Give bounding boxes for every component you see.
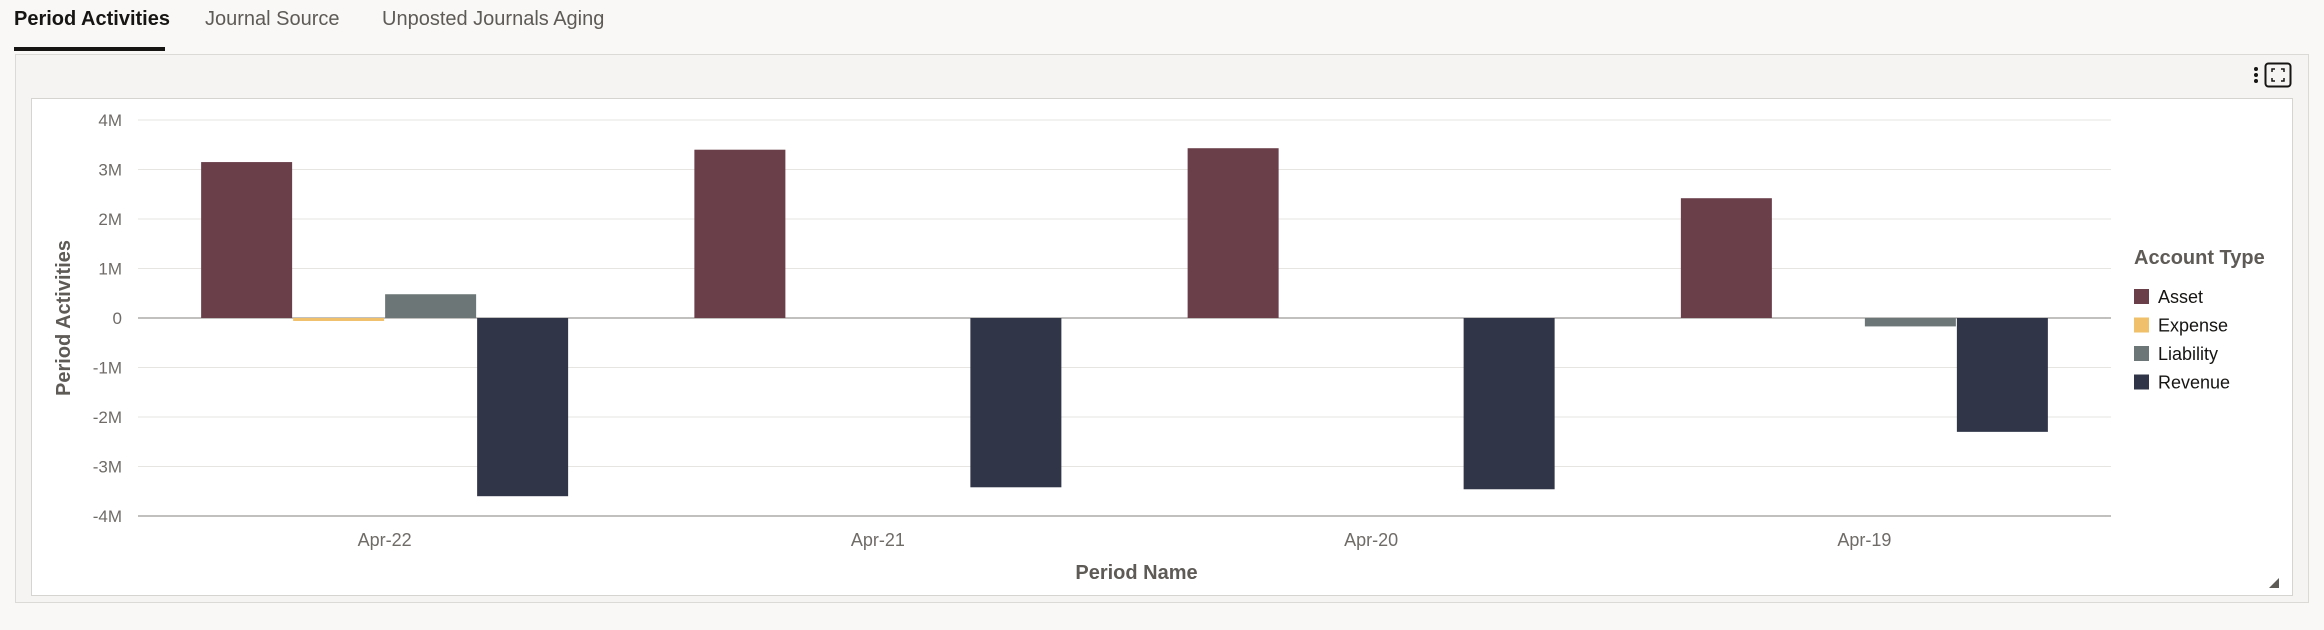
more-vertical-icon[interactable] <box>2252 66 2260 86</box>
bar-asset-apr-21 <box>694 149 786 318</box>
x-axis-title: Period Name <box>1075 562 1197 584</box>
active-tab-indicator <box>14 47 165 51</box>
legend-swatch-revenue <box>2134 374 2149 390</box>
x-tick-label: Apr-20 <box>1344 530 1398 550</box>
bar-liability-apr-19 <box>1864 318 1956 327</box>
y-tick-label: 4M <box>98 111 122 130</box>
y-tick-label: 1M <box>98 260 122 279</box>
tab-journal-source[interactable]: Journal Source <box>205 8 340 30</box>
bar-revenue-apr-22 <box>477 318 569 497</box>
bar-liability-apr-22 <box>385 294 477 318</box>
legend-swatch-liability <box>2134 346 2149 361</box>
x-tick-label: Apr-21 <box>851 530 905 550</box>
y-axis-title: Period Activities <box>53 240 75 396</box>
bar-asset-apr-22 <box>201 162 293 318</box>
chart-container: 4M 3M 2M 1M 0 -1M -2M -3M -4M Apr-22 Apr-21 Apr-20 A… <box>31 98 2293 596</box>
bar-expense-apr-22 <box>293 318 385 321</box>
y-tick-label: -1M <box>93 359 122 378</box>
y-tick-label: -4M <box>93 507 122 526</box>
bar-asset-apr-20 <box>1187 148 1279 318</box>
y-tick-label: 3M <box>98 161 122 180</box>
bar-revenue-apr-20 <box>1463 318 1555 490</box>
legend-swatch-expense <box>2134 317 2149 333</box>
resize-handle-icon[interactable] <box>2268 576 2280 588</box>
legend-label-asset: Asset <box>2158 287 2203 307</box>
y-tick-label: 2M <box>98 210 122 229</box>
bar-revenue-apr-19 <box>1956 318 2048 432</box>
x-tick-label: Apr-19 <box>1837 530 1891 550</box>
tab-bar: Period Activities Journal Source Unposte… <box>0 0 2324 54</box>
y-tick-label: 0 <box>113 309 122 328</box>
bar-chart: 4M 3M 2M 1M 0 -1M -2M -3M -4M Apr-22 Apr-21 Apr-20 A… <box>53 111 2265 584</box>
bar-asset-apr-19 <box>1680 198 1772 318</box>
y-tick-label: -3M <box>93 458 122 477</box>
legend-label-expense: Expense <box>2158 316 2228 336</box>
tab-unposted-journals-aging[interactable]: Unposted Journals Aging <box>382 8 605 30</box>
x-tick-label: Apr-22 <box>358 530 412 550</box>
bar-revenue-apr-21 <box>970 318 1062 488</box>
legend-swatch-asset <box>2134 289 2149 304</box>
y-tick-label: -2M <box>93 408 122 427</box>
legend-title: Account Type <box>2134 247 2265 269</box>
legend-label-liability: Liability <box>2158 344 2218 364</box>
legend-label-revenue: Revenue <box>2158 373 2230 393</box>
expand-icon[interactable] <box>2264 62 2292 88</box>
tab-period-activities[interactable]: Period Activities <box>14 8 170 30</box>
